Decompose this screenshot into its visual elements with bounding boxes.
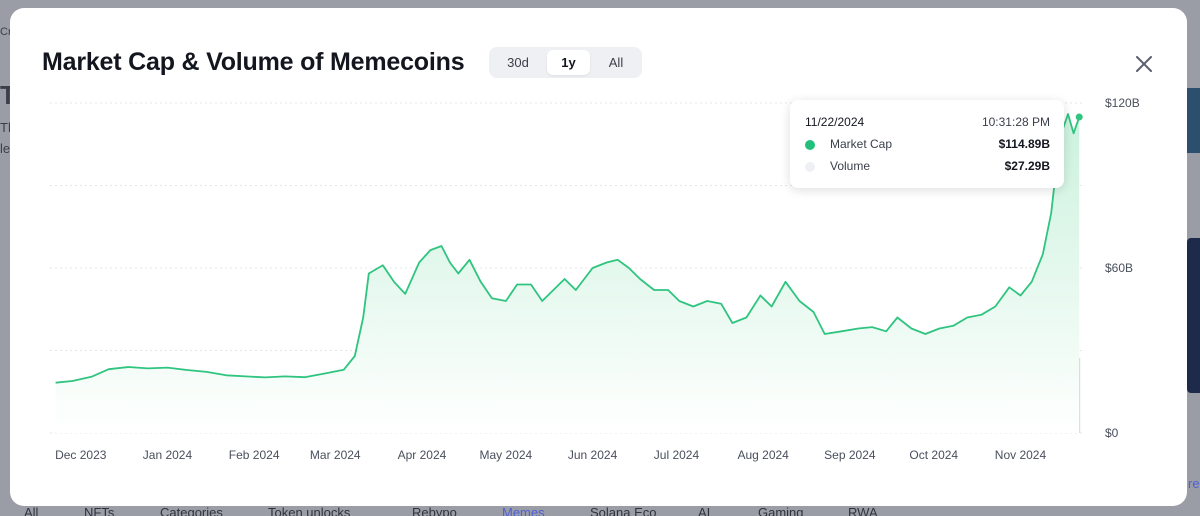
market-cap-legend-dot	[805, 140, 815, 150]
background-tab[interactable]: Gaming	[758, 505, 804, 516]
background-tab[interactable]: AI	[698, 505, 711, 516]
background-tab[interactable]: Rebypo	[412, 505, 457, 516]
modal-title: Market Cap & Volume of Memecoins	[42, 48, 465, 76]
tooltip-row-volume: Volume $27.29B	[805, 159, 1050, 175]
x-tick-label: Jun 2024	[568, 448, 618, 462]
market-cap-latest-point	[1075, 113, 1083, 121]
close-button[interactable]	[1130, 50, 1158, 78]
background-tab[interactable]: RWA	[848, 505, 878, 516]
background-tab[interactable]: Memes	[502, 505, 545, 516]
x-tick-label: Feb 2024	[229, 448, 280, 462]
background-text-fragment: le	[0, 141, 11, 156]
tooltip-value: $27.29B	[1004, 159, 1050, 173]
background-tab[interactable]: All	[24, 505, 39, 516]
x-tick-label: Oct 2024	[909, 448, 958, 462]
tooltip-date: 11/22/2024	[805, 115, 865, 129]
market-cap-line	[55, 113, 1081, 384]
y-tick-label: $60B	[1105, 261, 1133, 275]
x-tick-label: Apr 2024	[398, 448, 447, 462]
tooltip-time: 10:31:28 PM	[981, 115, 1050, 129]
range-button-1y[interactable]: 1y	[547, 50, 590, 75]
volume-legend-dot	[805, 162, 815, 172]
background-text-fragment: re	[1188, 476, 1200, 491]
memecoins-chart-modal: Market Cap & Volume of Memecoins 30d 1y …	[10, 8, 1187, 506]
time-range-selector: 30d 1y All	[489, 47, 642, 78]
tooltip-value: $114.89B	[998, 137, 1050, 151]
x-tick-label: Jan 2024	[143, 448, 193, 462]
volume-bar	[1078, 357, 1081, 433]
range-button-30d[interactable]: 30d	[507, 55, 529, 70]
x-tick-label: Dec 2023	[55, 448, 107, 462]
tooltip-label: Market Cap	[830, 137, 893, 151]
close-icon	[1136, 56, 1152, 72]
x-tick-label: Jul 2024	[654, 448, 700, 462]
x-tick-label: Mar 2024	[310, 448, 361, 462]
chart-tooltip: 11/22/2024 10:31:28 PM Market Cap $114.8…	[790, 100, 1064, 188]
x-tick-label: Aug 2024	[737, 448, 789, 462]
market-cap-area	[55, 114, 1080, 433]
background-tab[interactable]: Token unlocks	[268, 505, 351, 516]
background-tab[interactable]: NFTs	[84, 505, 115, 516]
background-image	[1187, 88, 1200, 153]
background-tab-strip: All NFTs Categories Token unlocks Rebypo…	[0, 505, 1200, 516]
tooltip-row-market-cap: Market Cap $114.89B	[805, 137, 1050, 153]
y-tick-label: $0	[1105, 426, 1119, 440]
x-tick-label: Sep 2024	[824, 448, 876, 462]
background-tab[interactable]: Solana Eco	[590, 505, 657, 516]
range-button-all[interactable]: All	[608, 55, 624, 70]
y-tick-label: $120B	[1105, 96, 1140, 110]
background-tab[interactable]: Categories	[160, 505, 223, 516]
x-tick-label: Nov 2024	[995, 448, 1047, 462]
background-card	[1187, 238, 1200, 393]
tooltip-label: Volume	[830, 159, 871, 173]
market-cap-volume-chart[interactable]: Dec 2023 Jan 2024 Feb 2024 Mar 2024 Apr 2024…	[10, 8, 1187, 506]
x-tick-label: May 2024	[480, 448, 533, 462]
